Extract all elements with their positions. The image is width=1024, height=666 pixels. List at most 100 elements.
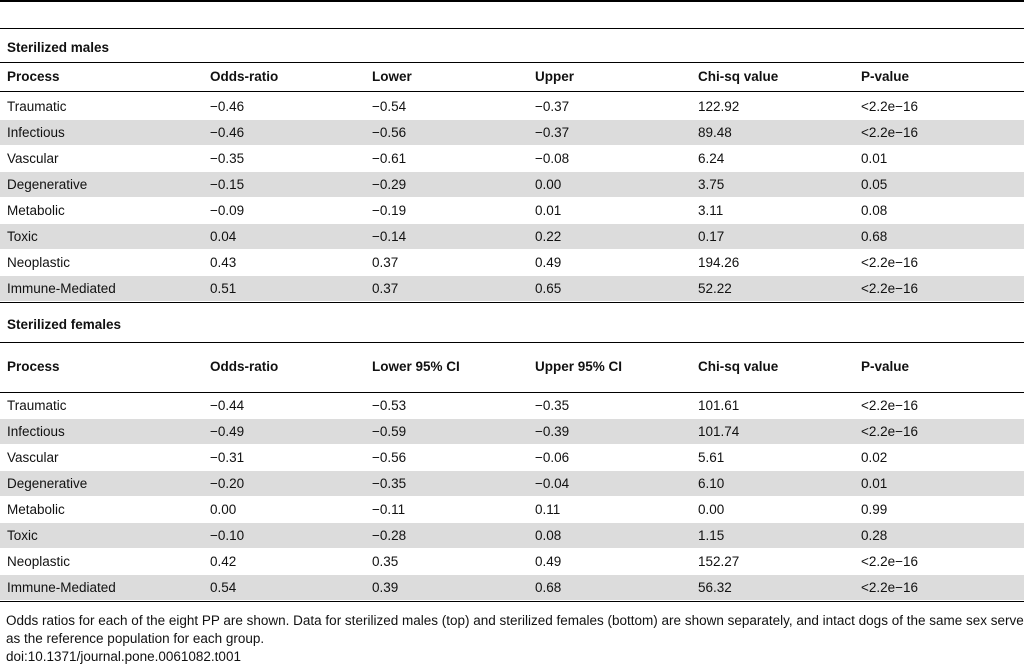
- row-label: Immune-Mediated: [7, 281, 116, 296]
- row-shade: [0, 575, 1024, 600]
- table-cell: −0.37: [535, 99, 570, 114]
- table-cell: 0.37: [372, 255, 399, 270]
- row-label: Vascular: [7, 151, 59, 166]
- table-cell: −0.56: [372, 450, 407, 465]
- row-label: Infectious: [7, 125, 65, 140]
- table-cell: 0.43: [210, 255, 237, 270]
- table-cell: −0.35: [372, 476, 407, 491]
- table-cell: <2.2e−16: [861, 125, 919, 140]
- table-cell: 0.00: [535, 177, 562, 192]
- row-label: Neoplastic: [7, 554, 71, 569]
- table-cell: 89.48: [698, 125, 732, 140]
- row-shade: [0, 523, 1024, 548]
- table-cell: 0.08: [535, 528, 562, 543]
- row-label: Infectious: [7, 424, 65, 439]
- table-cell: 0.65: [535, 281, 562, 296]
- row-label: Toxic: [7, 528, 38, 543]
- table-cell: −0.59: [372, 424, 407, 439]
- table-cell: −0.20: [210, 476, 245, 491]
- rule: [0, 392, 1024, 393]
- table-cell: 0.68: [861, 229, 888, 244]
- table-cell: <2.2e−16: [861, 398, 919, 413]
- table-cell: 101.61: [698, 398, 740, 413]
- table-cell: 0.05: [861, 177, 888, 192]
- table-cell: −0.14: [372, 229, 407, 244]
- table-cell: 0.22: [535, 229, 562, 244]
- table-cell: −0.56: [372, 125, 407, 140]
- row-label: Vascular: [7, 450, 59, 465]
- table-cell: 0.01: [861, 476, 888, 491]
- table-cell: 6.24: [698, 151, 725, 166]
- rule: [0, 91, 1024, 92]
- section-title: Sterilized females: [7, 317, 122, 332]
- row-label: Toxic: [7, 229, 38, 244]
- table-cell: 0.51: [210, 281, 237, 296]
- table-cell: 0.04: [210, 229, 237, 244]
- table-cell: −0.46: [210, 125, 245, 140]
- column-header: Odds-ratio: [210, 359, 279, 374]
- column-header: Odds-ratio: [210, 68, 279, 84]
- table-cell: 0.01: [861, 151, 888, 166]
- table-cell: −0.28: [372, 528, 407, 543]
- table-cell: −0.53: [372, 398, 407, 413]
- column-header: Upper 95% CI: [535, 359, 623, 374]
- table-cell: 0.00: [210, 502, 237, 517]
- table-cell: 3.75: [698, 177, 725, 192]
- table-cell: 0.68: [535, 580, 562, 595]
- column-header: Chi-sq value: [698, 68, 779, 84]
- column-header: Upper: [535, 68, 575, 84]
- table-cell: −0.61: [372, 151, 407, 166]
- table-cell: <2.2e−16: [861, 99, 919, 114]
- table-cell: −0.35: [210, 151, 245, 166]
- footnote: Odds ratios for each of the eight PP are…: [6, 613, 1024, 646]
- row-shade: [0, 224, 1024, 249]
- column-header: P-value: [861, 359, 910, 374]
- top-rule: [0, 0, 1024, 2]
- column-header: Process: [7, 359, 60, 374]
- row-label: Metabolic: [7, 502, 65, 517]
- row-label: Metabolic: [7, 203, 65, 218]
- column-header: P-value: [861, 68, 910, 84]
- row-label: Immune-Mediated: [7, 580, 116, 595]
- table-cell: −0.15: [210, 177, 245, 192]
- table-cell: 0.08: [861, 203, 888, 218]
- row-shade: [0, 471, 1024, 496]
- table-cell: <2.2e−16: [861, 281, 919, 296]
- column-header: Chi-sq value: [698, 359, 779, 374]
- table-cell: 0.00: [698, 502, 725, 517]
- table-cell: −0.04: [535, 476, 570, 491]
- table-cell: 52.22: [698, 281, 732, 296]
- table-cell: 0.37: [372, 281, 399, 296]
- table-cell: <2.2e−16: [861, 255, 919, 270]
- rule: [0, 28, 1024, 29]
- table-cell: −0.29: [372, 177, 407, 192]
- rule: [0, 601, 1024, 602]
- table-cell: −0.54: [372, 99, 407, 114]
- table-cell: 0.17: [698, 229, 725, 244]
- table-cell: 56.32: [698, 580, 732, 595]
- table-cell: 0.35: [372, 554, 399, 569]
- row-shade: [0, 120, 1024, 145]
- doi: doi:10.1371/journal.pone.0061082.t001: [6, 649, 241, 664]
- table-cell: 0.01: [535, 203, 562, 218]
- table-cell: 0.42: [210, 554, 237, 569]
- column-header: Lower 95% CI: [372, 359, 460, 374]
- row-shade: [0, 419, 1024, 444]
- table-cell: 5.61: [698, 450, 725, 465]
- table-cell: 0.39: [372, 580, 399, 595]
- table-cell: 1.15: [698, 528, 725, 543]
- table-cell: −0.37: [535, 125, 570, 140]
- table-cell: 0.28: [861, 528, 888, 543]
- row-label: Traumatic: [7, 398, 67, 413]
- table-cell: −0.08: [535, 151, 570, 166]
- section-title: Sterilized males: [7, 40, 110, 55]
- table-cell: <2.2e−16: [861, 580, 919, 595]
- column-header: Lower: [372, 68, 412, 84]
- table-cell: −0.31: [210, 450, 245, 465]
- table-cell: −0.10: [210, 528, 245, 543]
- table-cell: 0.02: [861, 450, 888, 465]
- table-cell: −0.11: [372, 502, 406, 517]
- table-cell: 152.27: [698, 554, 740, 569]
- table-cell: <2.2e−16: [861, 554, 919, 569]
